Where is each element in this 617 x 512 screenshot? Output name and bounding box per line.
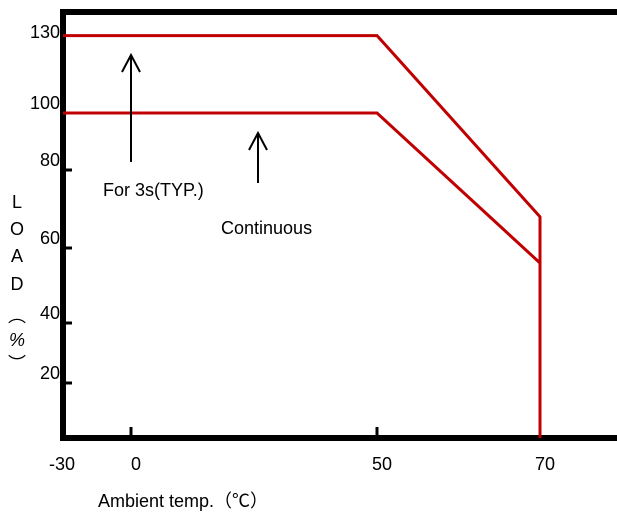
y-tick-label: 130 <box>30 22 60 42</box>
annotation-continuous: Continuous <box>221 218 312 238</box>
y-tick-label: 100 <box>30 93 60 113</box>
series-line-1 <box>63 34 542 438</box>
y-axis-title-char: O <box>10 219 24 239</box>
y-tick-label: 40 <box>40 303 60 323</box>
y-axis-title-char: ︵ <box>8 306 26 326</box>
arrow-for-3s-icon <box>121 52 141 162</box>
y-axis-title-char: D <box>11 274 24 294</box>
x-tick-label: -30 <box>49 454 75 474</box>
x-axis-title: Ambient temp.（℃） <box>98 491 268 511</box>
y-axis-title-char: ︶ <box>8 354 26 374</box>
x-tick-label: 50 <box>372 454 392 474</box>
y-axis-title-char: % <box>9 330 25 350</box>
y-tick-label: 20 <box>40 363 60 383</box>
x-tick-label: 0 <box>131 454 141 474</box>
x-tick-label: 70 <box>535 454 555 474</box>
y-axis-title-char: L <box>12 192 22 212</box>
y-ticks: 20 40 60 80 100 130 <box>30 10 72 385</box>
series-layer <box>63 34 542 438</box>
arrow-continuous-icon <box>248 130 268 183</box>
y-axis-title-char: A <box>11 246 23 266</box>
y-tick-label: 80 <box>40 150 60 170</box>
series-line-2 <box>63 111 542 265</box>
x-ticks: -30 0 50 70 <box>49 427 555 474</box>
y-tick-label: 60 <box>40 228 60 248</box>
annotation-for-3s: For 3s(TYP.) <box>103 180 204 200</box>
